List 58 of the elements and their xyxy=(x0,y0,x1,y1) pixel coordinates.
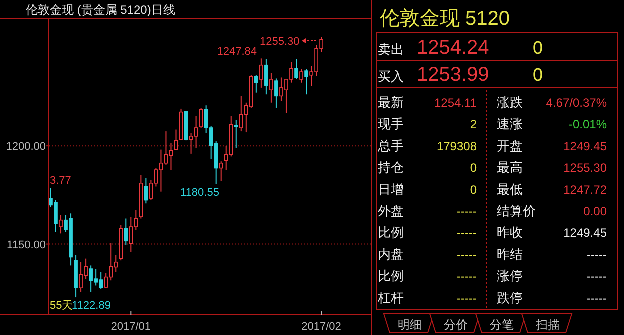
annotation: 最低 xyxy=(497,182,523,197)
annotation: ----- xyxy=(457,291,477,306)
annotation: 0 xyxy=(533,65,544,85)
annotation: 涨跌 xyxy=(497,95,523,110)
annotation: 1255.30 xyxy=(260,36,300,48)
annotation: 开盘 xyxy=(497,138,523,154)
annotation: 1254.11 xyxy=(434,96,477,110)
annotation: 持仓 xyxy=(378,160,404,176)
annotation: 0 xyxy=(470,182,477,197)
annotation: 最高 xyxy=(497,160,523,176)
annotation: ----- xyxy=(587,291,607,306)
annotation: ----- xyxy=(457,226,477,240)
annotation: 结算价 xyxy=(497,204,536,218)
annotation: 1180.55 xyxy=(180,187,220,199)
annotation: 1254.24 xyxy=(417,37,490,59)
annotation: 2 xyxy=(470,118,477,132)
annotation: 涨停 xyxy=(497,268,523,284)
title: 伦敦金现 (贵金属 5120)日线 xyxy=(26,3,176,17)
annotation: 55天 xyxy=(50,300,74,312)
annotation: 速涨 xyxy=(497,116,523,132)
annotation: 现手 xyxy=(378,116,404,132)
annotation: 最新 xyxy=(378,95,404,110)
annotation: 0 xyxy=(470,161,477,176)
annotation: 杠杆 xyxy=(378,290,404,306)
annotation: 1249.45 xyxy=(564,139,607,154)
annotation: 1247.84 xyxy=(217,46,257,58)
annotation: 1122.89 xyxy=(72,300,111,312)
annotation: 0 xyxy=(533,38,544,58)
annotation: 179308 xyxy=(436,139,477,154)
annotation: 买入 xyxy=(378,69,404,84)
annotation: 3.77 xyxy=(50,175,72,187)
annotation: ----- xyxy=(587,270,607,284)
annotation: 昨结 xyxy=(497,246,523,262)
annotation: 卖出 xyxy=(378,42,404,57)
annotation: 跌停 xyxy=(497,290,523,306)
annotation: 扫描 xyxy=(536,318,560,332)
annotation: 比例 xyxy=(378,225,404,240)
title: 伦敦金现 5120 xyxy=(380,8,510,30)
annotation: 1247.72 xyxy=(564,182,607,197)
annotation: 分价 xyxy=(444,318,468,332)
annotation: 4.67/0.37% xyxy=(546,96,607,110)
annotation: 分笔 xyxy=(490,318,514,332)
annotation: 1255.30 xyxy=(564,161,607,176)
annotation: 日增 xyxy=(378,182,404,197)
annotation: 总手 xyxy=(378,138,404,154)
annotation: ----- xyxy=(457,248,477,262)
annotation: 明细 xyxy=(398,318,422,332)
annotation: ----- xyxy=(457,204,477,218)
annotation: ----- xyxy=(587,248,607,262)
annotation: 昨收 xyxy=(497,225,523,240)
annotation: 比例 xyxy=(378,268,404,284)
annotation: 外盘 xyxy=(378,204,404,218)
annotation: 内盘 xyxy=(378,246,404,262)
annotation: -0.01% xyxy=(568,118,607,132)
annotation: 1253.99 xyxy=(417,64,490,86)
annotation: 0.00 xyxy=(584,204,607,218)
annotation: ----- xyxy=(457,270,477,284)
annotation: 1249.45 xyxy=(564,226,607,240)
